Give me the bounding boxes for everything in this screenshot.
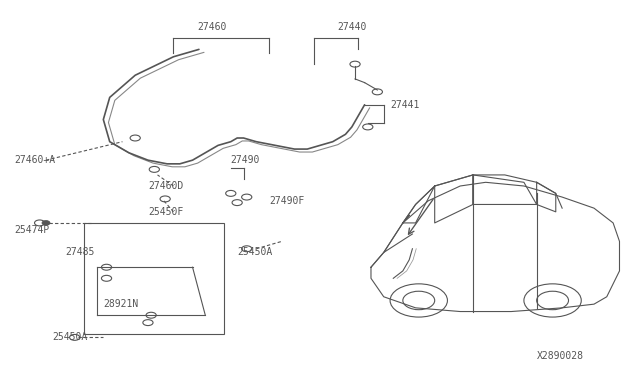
Text: 27460D: 27460D: [148, 181, 183, 191]
Text: 25450A: 25450A: [52, 332, 88, 342]
Text: 27440: 27440: [337, 22, 367, 32]
Text: 27490: 27490: [231, 155, 260, 165]
Text: 27490F: 27490F: [269, 196, 304, 206]
Text: 28921N: 28921N: [103, 299, 139, 309]
Text: 27460+A: 27460+A: [14, 155, 55, 165]
Text: 27460: 27460: [197, 22, 227, 32]
Text: 27485: 27485: [65, 247, 95, 257]
Text: 25474P: 25474P: [14, 225, 49, 235]
Text: 25450F: 25450F: [148, 207, 183, 217]
Circle shape: [42, 221, 50, 225]
Text: X2890028: X2890028: [537, 351, 584, 361]
Text: 25450A: 25450A: [237, 247, 273, 257]
Bar: [84, 223, 225, 334]
Text: 27441: 27441: [390, 100, 419, 110]
